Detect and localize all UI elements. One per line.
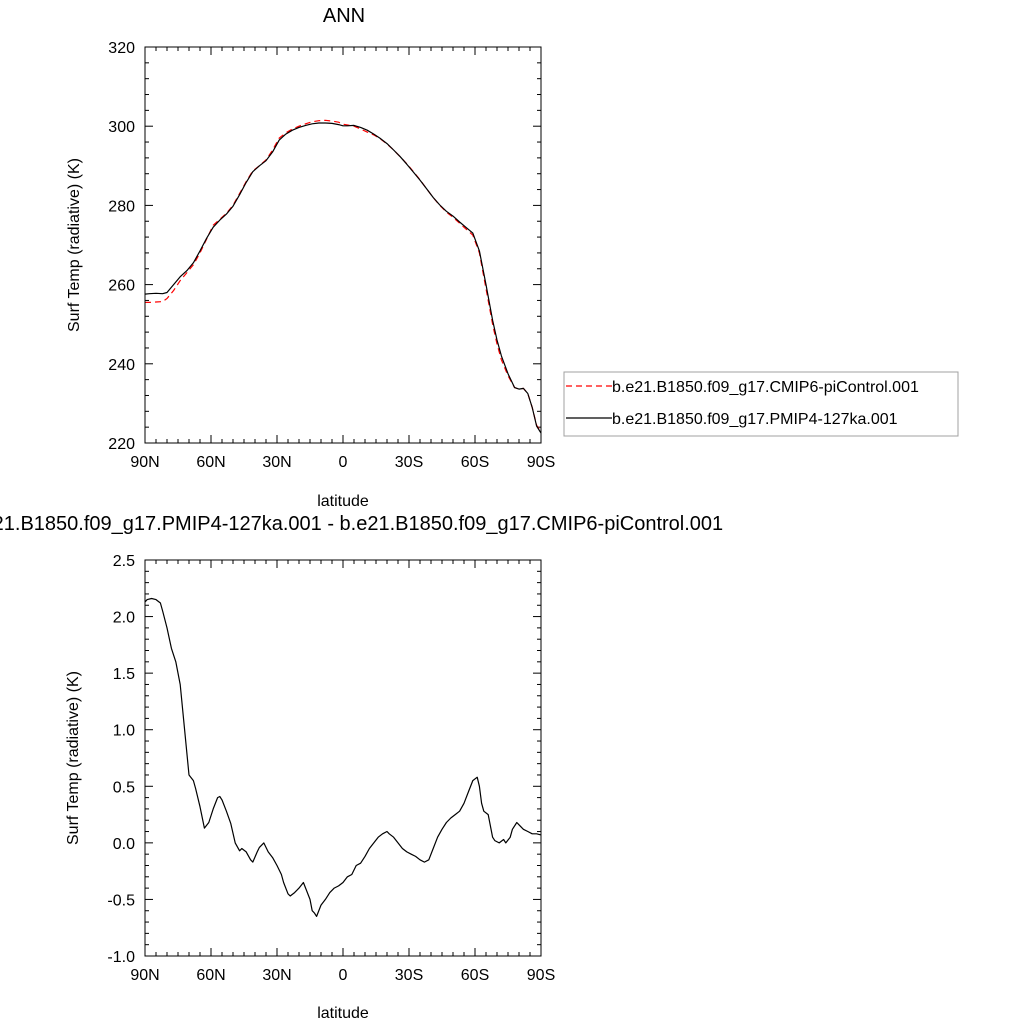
bottom-chart-title: b.e21.B1850.f09_g17.PMIP4-127ka.001 - b.… [0,513,723,535]
bottom-chart-series [144,597,542,918]
top-chart-plot-frame [144,46,542,444]
x-tick-label: 30N [262,967,291,984]
top-chart-y-axis-label: Surf Temp (radiative) (K) [66,158,83,332]
series-line-0 [145,119,542,433]
y-tick-label: 260 [108,278,135,295]
y-tick-label: 220 [108,436,135,453]
top-chart-title: ANN [323,5,365,27]
y-tick-label: 240 [108,357,135,374]
x-tick-label: 60N [196,454,225,471]
bottom-chart-panel: b.e21.B1850.f09_g17.PMIP4-127ka.001 - b.… [0,513,723,1022]
bottom-chart-x-axis-label: latitude [317,1005,369,1022]
series-line-1 [144,122,542,434]
y-tick-label: 320 [108,40,135,57]
x-tick-label: 0 [339,454,348,471]
x-tick-label: 30S [395,454,423,471]
x-tick-label: 60N [196,967,225,984]
y-tick-label: 280 [108,198,135,215]
top-chart-x-axis-label: latitude [317,493,369,510]
x-tick-label: 90S [527,967,555,984]
y-tick-label: 2.0 [113,610,135,627]
legend-label-127ka: b.e21.B1850.f09_g17.PMIP4-127ka.001 [612,411,898,428]
series-line-0 [144,597,542,918]
x-tick-label: 30S [395,967,423,984]
y-tick-label: -1.0 [107,949,135,966]
x-tick-label: 30N [262,454,291,471]
x-tick-label: 0 [339,967,348,984]
y-tick-label: -0.5 [107,892,135,909]
top-chart-legend: b.e21.B1850.f09_g17.CMIP6-piControl.001 … [563,371,959,437]
y-tick-label: 300 [108,119,135,136]
y-tick-label: 0.0 [113,836,135,853]
x-tick-label: 90S [527,454,555,471]
y-tick-label: 0.5 [113,779,135,796]
y-tick-label: 2.5 [113,553,135,570]
top-chart-ticks: 90N 60N 30N 0 30S 60S 90S 220 240 260 280 300 320 [108,40,555,471]
x-tick-label: 60S [461,967,489,984]
x-tick-label: 90N [130,967,159,984]
y-tick-label: 1.0 [113,723,135,740]
x-tick-label: 90N [130,454,159,471]
x-tick-label: 60S [461,454,489,471]
bottom-chart-y-axis-label: Surf Temp (radiative) (K) [65,671,82,845]
top-chart-series [144,119,542,434]
y-tick-label: 1.5 [113,666,135,683]
bottom-chart-plot-frame [144,559,542,957]
legend-frame [563,371,959,437]
top-chart-panel: ANN 90N 60N 30N 0 30S 60S 90S 220 240 260 280 300 32… [66,5,959,510]
legend-label-piControl: b.e21.B1850.f09_g17.CMIP6-piControl.001 [612,379,919,396]
bottom-chart-ticks: 90N 60N 30N 0 30S 60S 90S -1.0 -0.5 0.0 0.5 1.0 1.5 2… [107,553,555,984]
